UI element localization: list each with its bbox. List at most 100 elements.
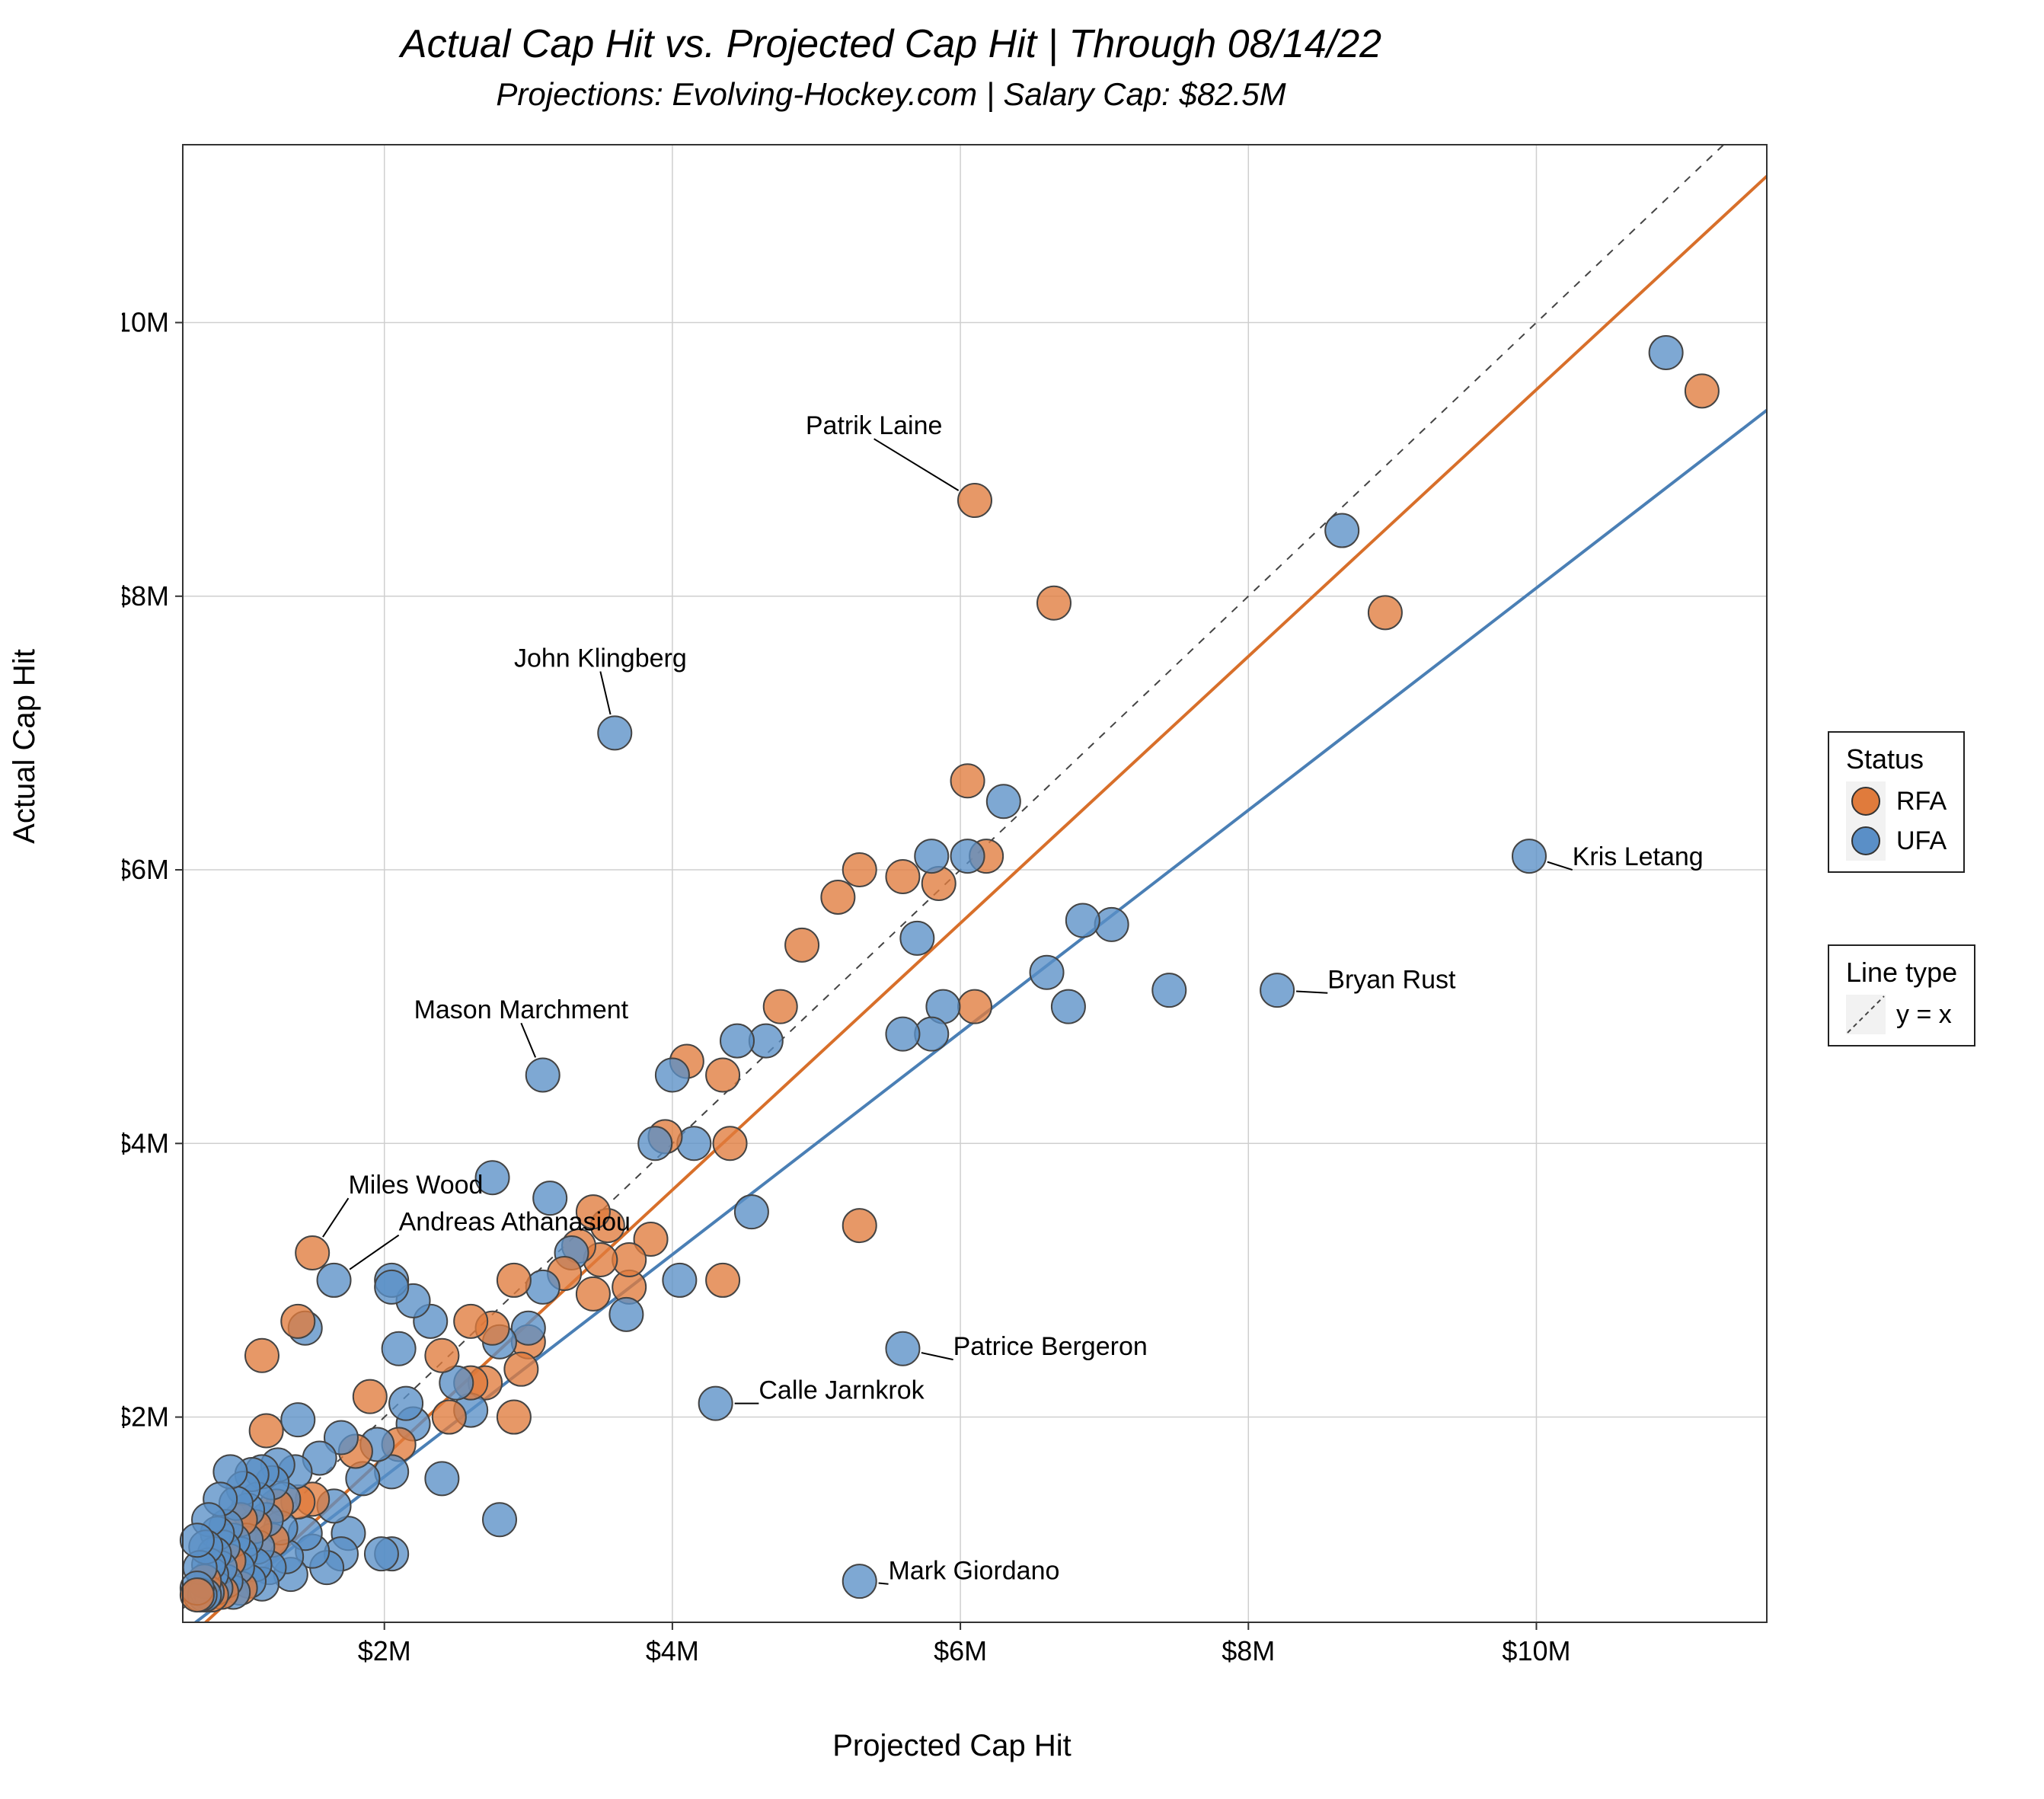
legend-swatch [1846,781,1886,821]
y-tick-label: $6M [122,854,169,885]
data-point [389,1387,423,1420]
legend-status-row: RFA [1846,781,1947,821]
data-point [250,1414,283,1448]
data-point [245,1339,279,1372]
x-tick-label: $6M [934,1635,987,1666]
legend-linetype: Line type y = x [1828,944,1975,1046]
data-point [365,1537,398,1571]
data-point [951,839,985,873]
chart-subtitle: Projections: Evolving-Hockey.com | Salar… [0,76,1782,113]
legend-status-label: RFA [1896,787,1947,816]
data-point [375,1270,408,1304]
data-point [821,880,854,914]
data-point [526,1270,560,1304]
data-point [281,1403,315,1436]
data-point [180,1523,214,1557]
data-point [886,1018,919,1051]
x-tick-label: $4M [646,1635,699,1666]
data-point [1260,973,1294,1007]
data-point [1052,990,1085,1024]
data-point [180,1578,214,1612]
data-point [951,764,985,797]
data-point [382,1332,416,1366]
legend-status-title: Status [1846,743,1947,775]
data-point [785,928,819,962]
y-tick-label: $2M [122,1401,169,1433]
data-point [353,1380,387,1414]
scatter-plot: Patrik Laine John Klingberg Mason Marchmen… [122,129,1782,1683]
annotation-label: Mark Giordano [889,1557,1060,1586]
y-tick-label: $4M [122,1127,169,1158]
data-point [886,1332,919,1366]
data-point [915,839,948,873]
data-point [1325,514,1359,548]
data-point [638,1126,672,1160]
y-tick-label: $10M [122,307,169,338]
data-point [1037,586,1071,620]
data-point [699,1387,733,1420]
data-point [433,1401,466,1434]
x-axis-title: Projected Cap Hit [122,1729,1782,1763]
data-point [843,1564,877,1598]
annotation-label: Bryan Rust [1327,966,1456,995]
legend-status: Status RFA UFA [1828,731,1965,873]
data-point [886,860,919,893]
data-point [958,484,992,517]
annotation-label: Kris Letang [1573,842,1704,871]
data-point [714,1126,747,1160]
data-point [598,716,631,749]
data-point [706,1058,739,1091]
data-point [764,990,797,1024]
annotation-label: Patrik Laine [806,411,943,440]
data-point [504,1353,538,1386]
data-point [1066,904,1100,938]
annotation-label: Miles Wood [348,1171,483,1200]
data-point [958,990,992,1024]
data-point [526,1058,560,1091]
data-point [425,1462,458,1495]
legend-status-label: UFA [1896,826,1947,856]
chart-container: Actual Cap Hit vs. Projected Cap Hit | T… [0,0,2044,1799]
y-tick-label: $8M [122,580,169,612]
annotation-label: John Klingberg [514,644,687,673]
y-axis-title: Actual Cap Hit [8,594,42,899]
data-point [843,853,877,887]
data-point [656,1058,689,1091]
data-point [900,922,934,955]
data-point [497,1401,531,1434]
data-point [1512,839,1546,873]
data-point [720,1024,754,1058]
legend-linetype-title: Line type [1846,957,1957,989]
data-point [987,784,1020,818]
legend-linetype-label: y = x [1896,1000,1952,1030]
data-point [1685,374,1719,407]
x-tick-label: $2M [358,1635,411,1666]
data-point [318,1264,351,1297]
data-point [677,1126,711,1160]
annotation-label: Patrice Bergeron [953,1332,1148,1361]
legend-linetype-row: y = x [1846,995,1957,1034]
chart-title: Actual Cap Hit vs. Projected Cap Hit | T… [0,21,1782,67]
data-point [1650,336,1683,369]
data-point [735,1195,768,1229]
legend-swatch [1846,821,1886,861]
x-tick-label: $8M [1222,1635,1275,1666]
data-point [1030,956,1064,989]
data-point [1095,908,1129,941]
data-point [281,1305,315,1338]
data-point [663,1264,696,1297]
data-point [609,1298,643,1331]
data-point [454,1305,487,1338]
annotation-label: Calle Jarnkrok [759,1376,925,1405]
data-point [1369,596,1402,629]
data-point [483,1503,516,1536]
legend-status-row: UFA [1846,821,1947,861]
legend-swatch-circle [1851,826,1880,855]
data-point [843,1209,877,1242]
data-point [576,1277,610,1311]
x-tick-label: $10M [1502,1635,1570,1666]
legend-swatch-circle [1851,787,1880,816]
data-point [1152,973,1186,1007]
annotation-label: Mason Marchment [414,995,629,1024]
data-point [295,1236,329,1270]
